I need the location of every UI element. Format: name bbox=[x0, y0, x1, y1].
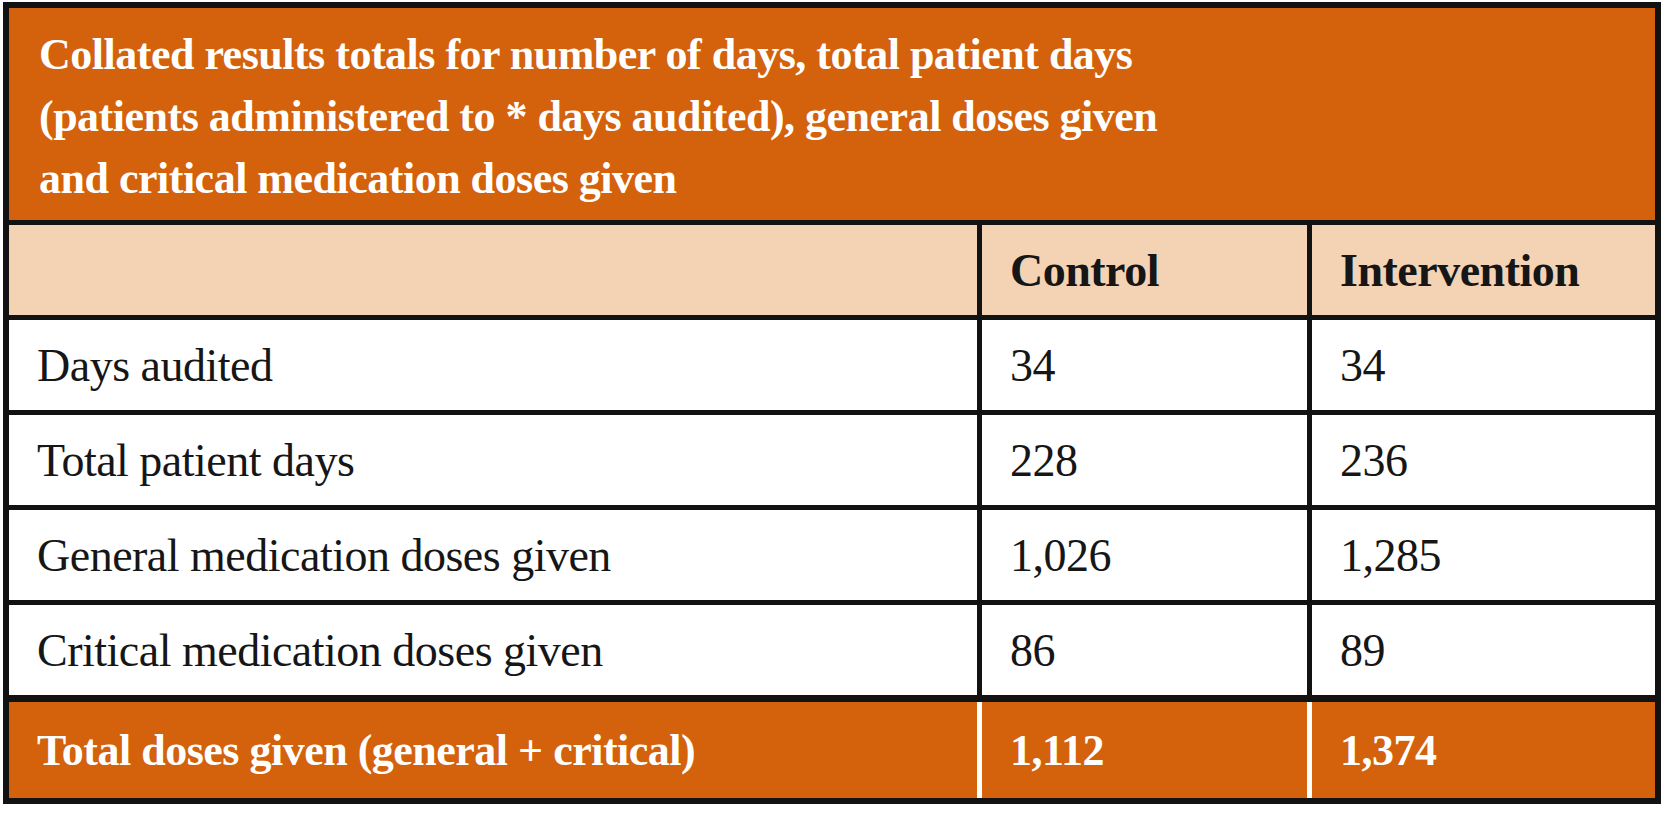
row-control-value: 1,026 bbox=[977, 510, 1307, 600]
footer-control-value: 1,112 bbox=[977, 702, 1307, 798]
row-control-value: 86 bbox=[977, 605, 1307, 695]
table-row: Critical medication doses given 86 89 bbox=[9, 600, 1655, 695]
table-title-line-2: (patients administered to * days audited… bbox=[39, 86, 1615, 148]
table-title-line-3: and critical medication doses given bbox=[39, 148, 1615, 210]
table-header-row: Control Intervention bbox=[9, 220, 1655, 315]
header-cell-control: Control bbox=[977, 225, 1307, 315]
row-label: Total patient days bbox=[9, 415, 977, 505]
row-label: Critical medication doses given bbox=[9, 605, 977, 695]
row-label: General medication doses given bbox=[9, 510, 977, 600]
footer-label: Total doses given (general + critical) bbox=[9, 702, 977, 798]
table-footer-row: Total doses given (general + critical) 1… bbox=[9, 695, 1655, 798]
row-intervention-value: 236 bbox=[1307, 415, 1655, 505]
row-control-value: 34 bbox=[977, 320, 1307, 410]
table-row: Days audited 34 34 bbox=[9, 315, 1655, 410]
header-cell-intervention: Intervention bbox=[1307, 225, 1655, 315]
table-title-banner: Collated results totals for number of da… bbox=[9, 8, 1655, 220]
header-cell-empty bbox=[9, 225, 977, 315]
row-intervention-value: 89 bbox=[1307, 605, 1655, 695]
row-control-value: 228 bbox=[977, 415, 1307, 505]
row-intervention-value: 1,285 bbox=[1307, 510, 1655, 600]
footer-intervention-value: 1,374 bbox=[1307, 702, 1655, 798]
results-table: Collated results totals for number of da… bbox=[3, 2, 1661, 804]
table-title-line-1: Collated results totals for number of da… bbox=[39, 24, 1615, 86]
row-label: Days audited bbox=[9, 320, 977, 410]
table-row: Total patient days 228 236 bbox=[9, 410, 1655, 505]
table-row: General medication doses given 1,026 1,2… bbox=[9, 505, 1655, 600]
row-intervention-value: 34 bbox=[1307, 320, 1655, 410]
